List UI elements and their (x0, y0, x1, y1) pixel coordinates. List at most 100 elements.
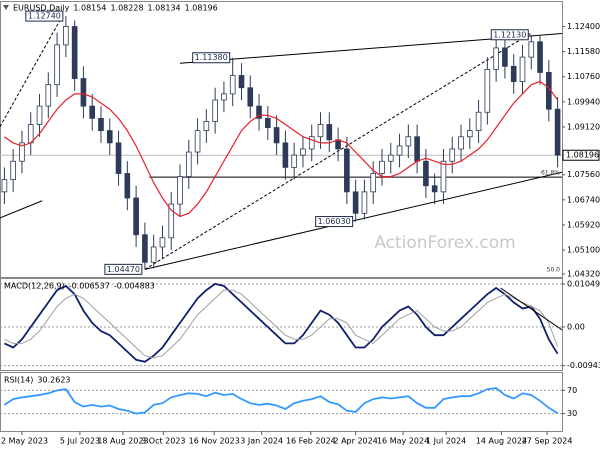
candle-body (63, 26, 69, 46)
candle-body (80, 78, 87, 107)
candle-body (414, 136, 420, 162)
x-tick-label: 3 Oct 2023 (141, 437, 185, 446)
annotation-box (315, 216, 354, 228)
x-tick-label: 5 Jul 2023 (60, 437, 100, 446)
candle-body (370, 173, 377, 193)
candle-body (502, 47, 508, 67)
y-tick-label: 1.05920 (567, 220, 600, 229)
watermark: ActionForex.com (374, 233, 515, 253)
candle-body (115, 142, 122, 174)
candle-body (89, 105, 96, 119)
candle-body (493, 47, 499, 70)
candle-body (300, 148, 306, 156)
y-tick-label: 1.11580 (567, 47, 600, 56)
candle-body (440, 160, 447, 193)
header-text: 1.08154 (73, 4, 106, 13)
indicator-line (4, 289, 559, 359)
overlay: 1.12400 1.11580 1.10760 1.09940 1.09120 1.075… (0, 4, 600, 446)
x-tick-label: 3 Jan 2024 (240, 437, 283, 446)
panel-header: 30.2623 (37, 376, 70, 385)
y-tick-label: 1.10760 (567, 72, 600, 81)
candle-body (1, 179, 8, 193)
x-tick-label: 14 Aug 2024 (476, 437, 527, 446)
annotation-box (104, 263, 143, 275)
candle-body (282, 142, 289, 168)
candle-body (554, 108, 561, 156)
x-tick-label: 16 Feb 2024 (286, 437, 336, 446)
candle-body (423, 160, 429, 187)
candle-body (458, 136, 464, 150)
candle-body (379, 160, 385, 174)
candle-body (352, 191, 359, 214)
candle-body (528, 41, 535, 58)
x-tick-label: 2 Apr 2024 (333, 437, 377, 446)
candle-body (431, 185, 438, 193)
candle-body (168, 203, 175, 239)
candle-body (475, 111, 482, 132)
y-tick-label: 1.12400 (567, 22, 600, 31)
candle-body (449, 148, 456, 162)
candle-body (308, 136, 315, 150)
x-tick-label: 1 Jul 2024 (426, 437, 466, 446)
price-box-label: 1.08196 (566, 151, 599, 160)
candle-body (98, 117, 104, 132)
panel-header: -0.004883 (114, 282, 155, 291)
annotation-box (192, 52, 231, 64)
candle-body (212, 99, 218, 122)
x-tick-label: 16 May 2024 (377, 437, 429, 446)
y-tick-label: 1.09940 (567, 97, 600, 106)
candle-body (387, 154, 394, 162)
indicator-line (4, 282, 559, 363)
level-label: 61.8% (541, 170, 560, 177)
panel-header: -0.006537 (69, 282, 110, 291)
candle-body (133, 197, 139, 236)
candle-body (106, 130, 113, 144)
candle-body (238, 75, 245, 89)
candle-body (45, 84, 52, 107)
candle-body (273, 127, 280, 144)
trendline (0, 15, 63, 127)
candle-body (177, 176, 183, 205)
candle-body (510, 65, 517, 83)
candle-body (335, 139, 341, 150)
annotation-label: 1.06030 (318, 217, 351, 226)
annotation-label: 1.12130 (493, 30, 526, 39)
y-tick-label: 1.04320 (567, 269, 600, 278)
candle-body (124, 173, 131, 199)
candle-body (537, 41, 543, 73)
price-plot: ActionForex.com (0, 15, 562, 270)
panel-header: RSI(14) (4, 376, 33, 385)
annotation-box (25, 10, 64, 22)
symbol-icon (3, 5, 9, 10)
candle-body (317, 124, 324, 138)
candle-body (142, 234, 148, 263)
indicator-line (4, 80, 559, 218)
candle-body (159, 237, 166, 248)
candle-body (36, 105, 43, 125)
candle-body (229, 75, 236, 95)
x-tick-label: 27 Sep 2024 (522, 437, 573, 446)
candle-body (519, 56, 526, 83)
y-tick-label: 1.05100 (567, 246, 600, 255)
rsi-panel (0, 372, 563, 432)
candle-body (194, 130, 201, 153)
y-tick-label: 70 (567, 386, 577, 395)
candle-body (396, 145, 403, 156)
rsi-plot (0, 387, 562, 415)
annotation-label: 1.04470 (107, 265, 140, 274)
level-label: 50.0 (547, 266, 561, 273)
header-text: 1.08134 (148, 4, 181, 13)
candle-body (484, 68, 491, 113)
annotation-label: 1.11380 (195, 53, 228, 62)
candle-body (27, 124, 34, 144)
header-text: 1.08196 (185, 4, 218, 13)
candle-body (291, 154, 297, 168)
annotation-box (490, 29, 529, 41)
y-tick-label: 1.07560 (567, 170, 600, 179)
x-tick-label: 22 May 2023 (0, 437, 48, 446)
y-tick-label: -0.009435 (567, 361, 600, 370)
candle-body (19, 142, 25, 162)
indicator-line (3, 387, 559, 415)
candle-body (361, 191, 368, 214)
